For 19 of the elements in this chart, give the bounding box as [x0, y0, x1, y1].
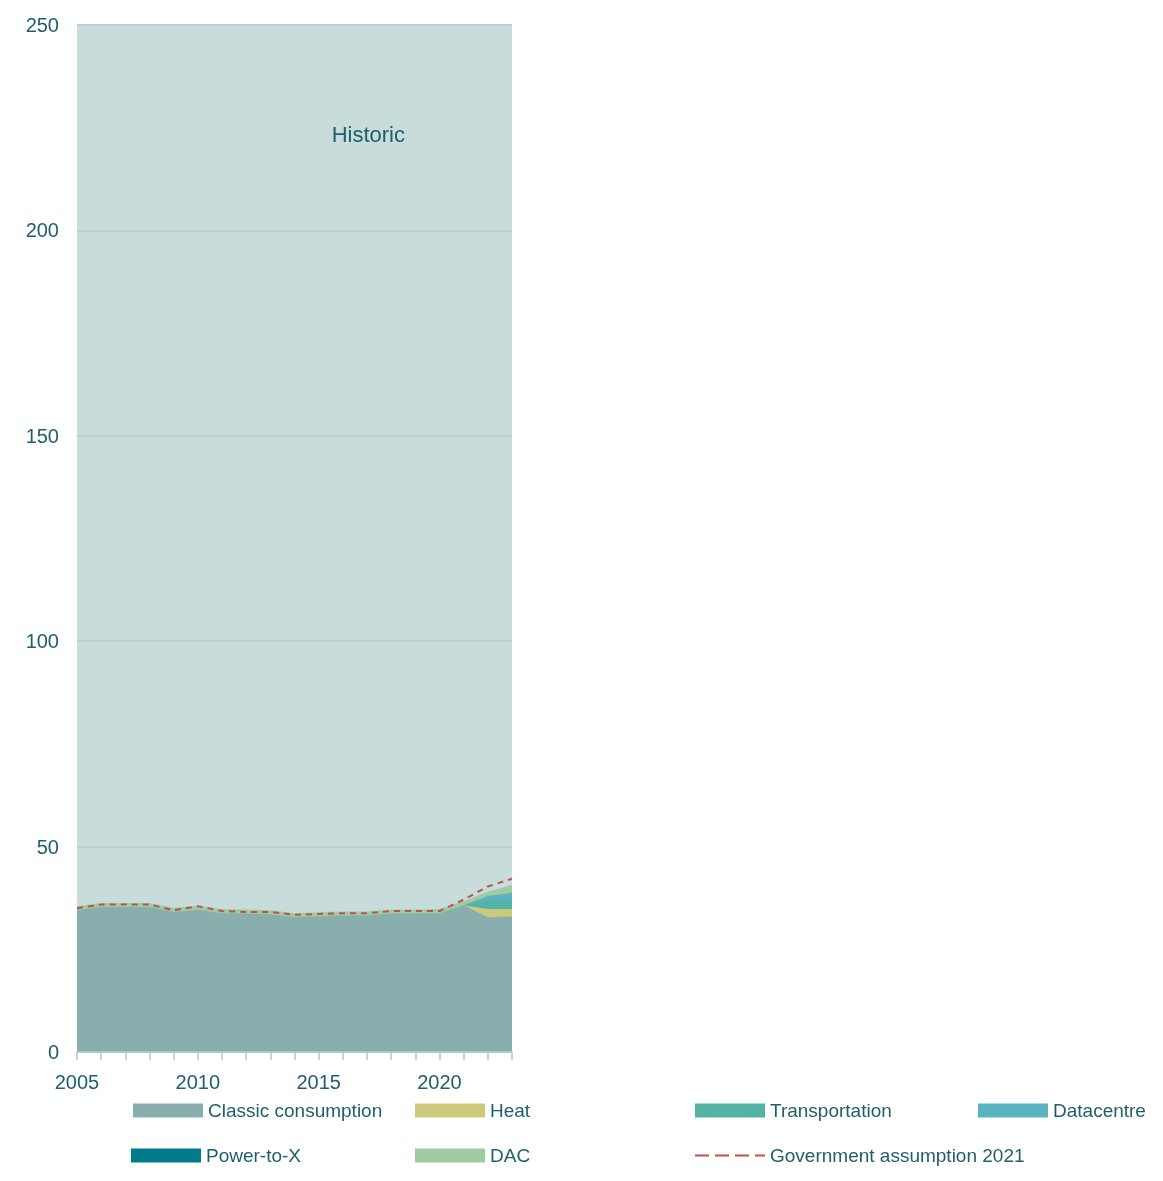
- x-tick-label: 2015: [296, 1071, 341, 1093]
- y-tick-label: 200: [25, 219, 59, 242]
- y-tick-label: 50: [36, 835, 59, 858]
- band-label: Historic: [331, 121, 405, 147]
- y-tick-label: 100: [25, 630, 59, 653]
- x-tick-label: 2010: [175, 1071, 221, 1093]
- x-tick-label: 2020: [417, 1071, 462, 1093]
- legend-label: Transportation: [770, 1100, 892, 1121]
- y-tick-label: 250: [25, 14, 59, 36]
- legend-label: Heat: [490, 1100, 531, 1121]
- legend-label: Government assumption 2021: [770, 1145, 1025, 1166]
- line-series: [76, 877, 513, 916]
- x-tick-label: 2005: [54, 1071, 100, 1093]
- legend-label: Classic consumption: [208, 1100, 383, 1121]
- legend-label: DAC: [490, 1145, 531, 1166]
- legend-label: Datacentre: [1053, 1100, 1146, 1121]
- y-tick-label: 150: [25, 424, 59, 447]
- legend-label: Power-to-X: [206, 1145, 302, 1166]
- y-tick-label: 0: [47, 1041, 59, 1063]
